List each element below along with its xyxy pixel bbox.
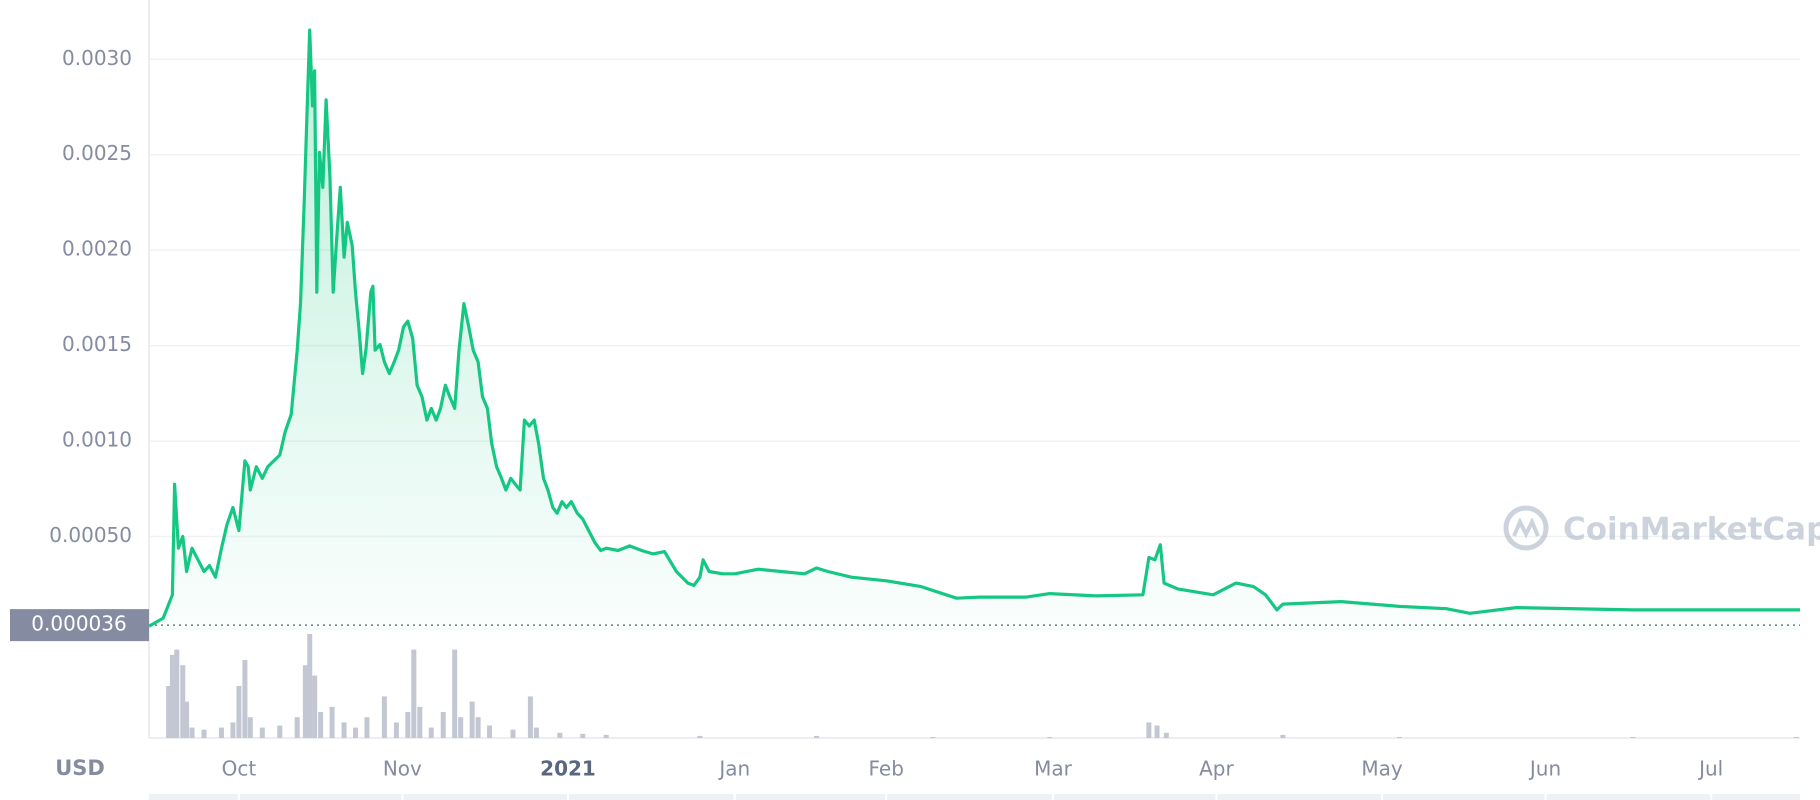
- x-tick-label: May: [1361, 757, 1403, 781]
- volume-bar: [329, 706, 335, 738]
- volume-bar: [242, 660, 248, 738]
- volume-bar: [452, 649, 458, 738]
- last-value-label: 0.000036: [31, 612, 126, 636]
- volume-bar: [469, 701, 475, 738]
- volume-bar: [580, 733, 586, 738]
- volume-bar: [302, 665, 308, 738]
- volume-bar: [1154, 725, 1160, 738]
- volume-bar: [1146, 722, 1152, 738]
- x-tick-label: Jul: [1697, 757, 1723, 781]
- volume-bar: [174, 649, 180, 738]
- price-area: [149, 30, 1800, 633]
- y-tick-label: 0.0030: [62, 46, 132, 70]
- volume-bar: [277, 725, 283, 738]
- volume-bar: [510, 729, 516, 738]
- volume-bar: [393, 722, 399, 738]
- last-value-box: [10, 609, 149, 642]
- price-line: [148, 28, 1800, 628]
- x-tick-label: Mar: [1034, 757, 1073, 781]
- currency-label: USD: [55, 756, 105, 780]
- volume-bar: [201, 729, 207, 738]
- volume-bar: [1047, 736, 1053, 738]
- volume-bar: [930, 736, 936, 738]
- volume-bar: [341, 722, 347, 738]
- volume-bar: [475, 717, 481, 738]
- volume-bar: [1793, 736, 1799, 738]
- volume-bar: [247, 717, 253, 738]
- volume-bar: [428, 727, 434, 738]
- x-tick-label: Jan: [717, 757, 750, 781]
- watermark-logo-mark: [1512, 517, 1540, 539]
- volume-bar: [417, 706, 423, 738]
- volume-bar: [381, 696, 387, 738]
- volume-bar: [813, 735, 819, 738]
- volume-bar: [364, 717, 370, 738]
- volume-bar: [603, 734, 609, 738]
- x-tick-label: Apr: [1199, 757, 1234, 781]
- volume-bar: [180, 665, 186, 738]
- volume-bar: [1630, 736, 1636, 738]
- volume-bar: [189, 727, 195, 738]
- volume-bar: [312, 675, 318, 738]
- volume-bar: [697, 735, 703, 738]
- volume-bar: [307, 634, 313, 738]
- volume-bar: [557, 732, 563, 738]
- volume-bar: [487, 725, 493, 738]
- x-tick-label: 2021: [540, 757, 596, 781]
- volume-bar: [458, 717, 464, 738]
- x-tick-label: Oct: [222, 757, 257, 781]
- watermark-text: CoinMarketCap: [1563, 512, 1820, 548]
- y-tick-label: 0.0010: [62, 428, 132, 452]
- volume-bar: [294, 717, 300, 738]
- volume-bar: [533, 727, 539, 738]
- volume-bar: [259, 727, 265, 738]
- volume-bar: [1280, 734, 1286, 738]
- x-tick-label: Nov: [383, 757, 422, 781]
- volume-bar: [166, 686, 172, 738]
- volume-bar: [1397, 736, 1403, 738]
- y-tick-label: 0.0015: [62, 332, 132, 356]
- volume-bar: [1163, 732, 1169, 738]
- x-tick-label: Jun: [1528, 757, 1561, 781]
- volume-bar: [169, 654, 175, 738]
- y-tick-label: 0.0025: [62, 141, 132, 165]
- watermark: CoinMarketCap: [1503, 505, 1820, 551]
- y-tick-label: 0.0020: [62, 237, 132, 261]
- volume-bar: [236, 686, 242, 738]
- volume-bar: [318, 712, 324, 738]
- x-tick-label: Feb: [869, 757, 904, 781]
- volume-bar: [353, 727, 359, 738]
- volume-bar: [405, 712, 411, 738]
- watermark-logo: [1503, 505, 1549, 551]
- range-band: [149, 794, 1800, 800]
- y-tick-label: 0.00050: [49, 523, 132, 547]
- volume-bar: [440, 712, 446, 738]
- volume-bar: [527, 696, 533, 738]
- volume-bar: [218, 727, 224, 738]
- volume-bar: [230, 722, 236, 738]
- volume-bar: [411, 649, 417, 738]
- volume-bar: [184, 701, 190, 738]
